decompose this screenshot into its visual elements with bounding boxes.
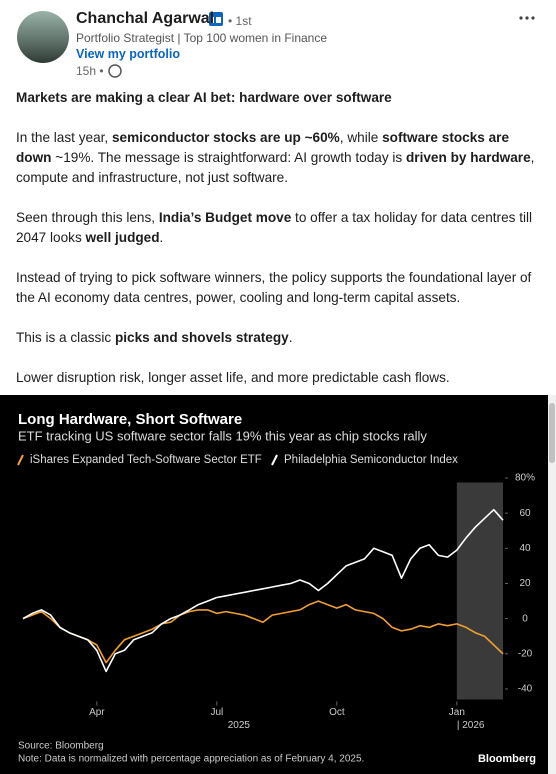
text-run: In the last year, xyxy=(16,130,112,145)
chart-subtitle: ETF tracking US software sector falls 19… xyxy=(18,428,427,443)
paragraph: Seen through this lens, India’s Budget m… xyxy=(16,208,540,248)
text-run: Lower disruption risk, longer asset life… xyxy=(16,370,450,385)
text-run: driven by hardware xyxy=(406,150,531,165)
y-tick-label: 60 xyxy=(519,508,531,519)
y-tick-label: 40 xyxy=(519,543,531,554)
chart: Long Hardware, Short Software ETF tracki… xyxy=(0,395,548,774)
chart-title: Long Hardware, Short Software xyxy=(18,411,242,428)
text-run: Markets are making a clear AI bet: hardw… xyxy=(16,90,392,105)
more-dot[interactable] xyxy=(531,16,535,20)
legend-label: Philadelphia Semiconductor Index xyxy=(284,454,458,466)
text-run: India’s Budget move xyxy=(158,210,292,225)
brand: Bloomberg xyxy=(478,753,536,765)
author-headline: Portfolio Strategist | Top 100 women in … xyxy=(76,31,328,45)
text-run: . xyxy=(159,230,164,245)
shaded-region xyxy=(456,482,503,700)
text-run: Instead of trying to pick software winne… xyxy=(16,270,532,305)
paragraph: In the last year, semiconductor stocks a… xyxy=(16,128,540,188)
text-run: Seen through this lens, xyxy=(16,210,159,225)
text-run: to offer a tax holiday for data centres … xyxy=(16,210,533,245)
x-tick-label: Jan xyxy=(449,707,465,718)
series-line xyxy=(22,600,504,664)
text-run: picks and shovels strategy xyxy=(114,330,289,345)
legend-swatch xyxy=(271,454,278,466)
y-tick-label: -20 xyxy=(518,648,533,659)
post-time: 15h • xyxy=(76,64,104,78)
series-line xyxy=(22,508,504,673)
more-dot[interactable] xyxy=(519,16,523,20)
author-name[interactable]: Chanchal Agarwal xyxy=(76,10,215,27)
text-run: ~19%. The message is straightforward: AI… xyxy=(51,150,406,165)
source: Source: Bloomberg xyxy=(18,741,104,752)
x-tick-label: Oct xyxy=(329,707,345,718)
y-tick-label: -40 xyxy=(518,684,533,695)
x-year-label: 2025 xyxy=(228,720,251,731)
badge-glyph xyxy=(212,17,214,23)
connection-degree: • 1st xyxy=(228,14,252,28)
y-tick-label: 0 xyxy=(522,613,528,624)
legend-swatch xyxy=(17,454,24,466)
text-run: . xyxy=(288,330,293,345)
portfolio-link[interactable]: View my portfolio xyxy=(76,47,180,61)
text-run: software stocks are down xyxy=(16,130,510,165)
scroll-track xyxy=(548,395,556,774)
paragraph: Lower disruption risk, longer asset life… xyxy=(16,368,540,388)
y-tick-label: 20 xyxy=(519,578,531,589)
scroll-thumb[interactable] xyxy=(549,403,555,463)
y-tick-label: 80% xyxy=(515,473,535,484)
avatar[interactable] xyxy=(17,11,69,63)
more-dot[interactable] xyxy=(525,16,529,20)
text-run: well judged xyxy=(85,230,160,245)
chart-background xyxy=(0,395,548,774)
paragraph: Markets are making a clear AI bet: hardw… xyxy=(16,88,540,108)
text-run: semiconductor stocks are up ~60% xyxy=(111,130,340,145)
paragraph: This is a classic picks and shovels stra… xyxy=(16,328,540,348)
post-body: Markets are making a clear AI bet: hardw… xyxy=(16,88,540,408)
x-tick-label: Jul xyxy=(210,707,223,718)
globe-icon xyxy=(108,64,122,78)
note: Note: Data is normalized with percentage… xyxy=(18,754,364,765)
legend-label: iShares Expanded Tech-Software Sector ET… xyxy=(30,454,262,466)
post-header: Chanchal Agarwal • 1st Portfolio Strateg… xyxy=(0,0,556,88)
text-run: , compute and infrastructure, not just s… xyxy=(16,150,535,185)
scrollbar[interactable] xyxy=(548,395,556,774)
text-run: This is a classic xyxy=(16,330,115,345)
header-icons xyxy=(17,11,535,78)
paragraph: Instead of trying to pick software winne… xyxy=(16,268,540,308)
badge-glyph xyxy=(216,17,221,23)
text-run: , while xyxy=(339,130,383,145)
x-year-label: | 2026 xyxy=(457,720,485,731)
x-tick-label: Apr xyxy=(89,707,105,718)
